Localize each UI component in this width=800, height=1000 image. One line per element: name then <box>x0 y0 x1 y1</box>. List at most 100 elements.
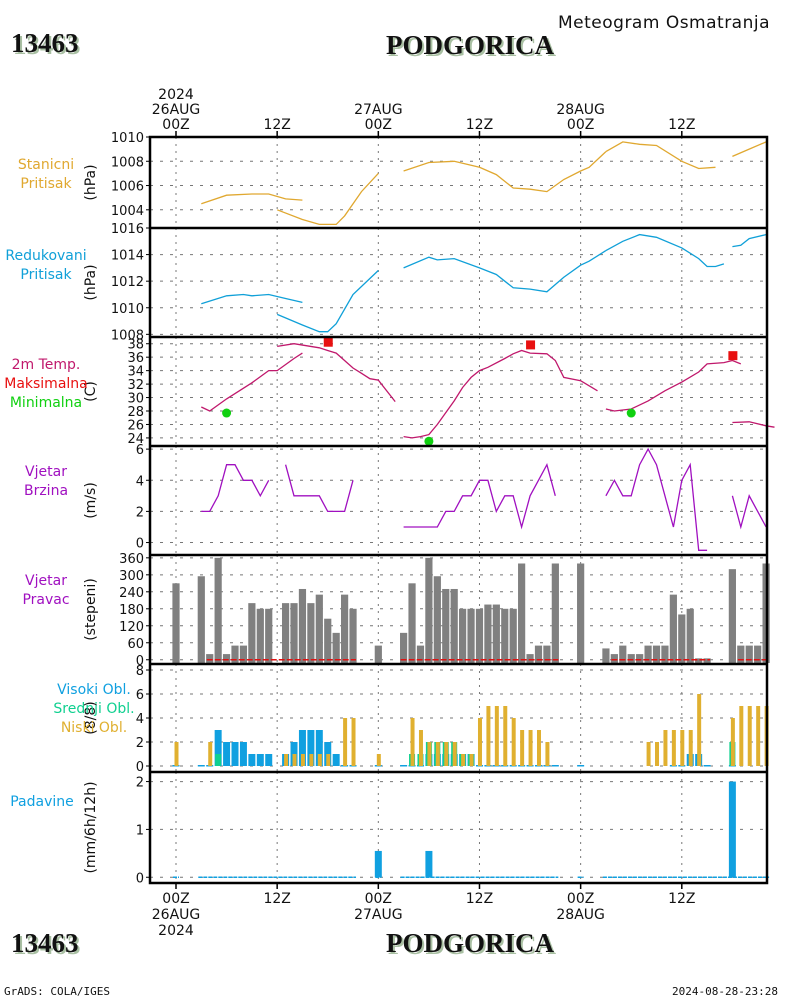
tmin-marker <box>424 436 434 446</box>
cloud-bar-high <box>214 730 222 766</box>
series-line-wind_speed <box>731 494 767 530</box>
cloud-bar-low <box>739 706 744 766</box>
y-tick-label: 8 <box>136 664 144 679</box>
y-axis-label: (mm/6h/12h) <box>83 781 99 873</box>
cloud-bar-low <box>343 718 348 766</box>
cloud-bar-low <box>646 742 651 766</box>
wind-dir-bar <box>332 632 340 663</box>
panel-wind_speed <box>146 446 767 555</box>
wind-dir-bar <box>307 603 315 663</box>
tmax-marker <box>728 351 738 361</box>
wind-dir-bar <box>425 557 433 663</box>
y-tick-label: 1010 <box>111 131 144 146</box>
y-axis-label: (m/s) <box>83 482 99 519</box>
y-tick-label: 1010 <box>111 302 144 317</box>
panel-reduced_pressure <box>146 227 767 337</box>
x-tick-label-bottom: 00Z <box>365 891 392 907</box>
precip-bar <box>425 850 433 878</box>
cloud-bar-high <box>248 754 256 766</box>
tmax-marker <box>323 337 333 347</box>
panel-label: Srednji Obl. <box>53 701 134 717</box>
cloud-bar-high <box>265 754 273 766</box>
cloud-bar-low <box>309 754 314 766</box>
wind-dir-bar <box>450 588 458 663</box>
y-tick-label: 1008 <box>111 328 144 343</box>
tmax-marker <box>526 340 536 350</box>
wind-dir-bar <box>652 645 661 663</box>
cloud-bar-low <box>477 718 482 766</box>
panel-label: Visoki Obl. <box>57 682 131 698</box>
wind-dir-bar <box>695 658 703 663</box>
y-tick-label: 1004 <box>111 204 144 219</box>
y-tick-label: 2 <box>136 776 144 791</box>
panel-label: Minimalna <box>10 395 82 411</box>
station-name-bottom: PODGORICA <box>386 928 554 958</box>
series-line-reduced_pressure <box>605 233 725 268</box>
wind-dir-bar <box>501 608 509 663</box>
cloud-bar-low <box>494 706 499 766</box>
wind-dir-bar <box>728 569 736 663</box>
x-tick-label-top: 00Z <box>567 117 594 133</box>
wind-dir-bar <box>433 576 441 663</box>
cloud-bar-high <box>239 742 247 766</box>
x-tick-label-top: 12Z <box>668 117 695 133</box>
precip-bar <box>728 781 736 878</box>
y-tick-label: 36 <box>127 351 144 366</box>
wind-dir-bar <box>197 576 205 663</box>
cloud-bar-low <box>520 730 525 766</box>
series-line-wind_speed <box>403 462 556 530</box>
y-tick-label: 24 <box>127 432 144 447</box>
wind-dir-bar <box>577 563 585 663</box>
panel-label: 2m Temp. <box>12 357 81 373</box>
x-tick-label-bottom: 2024 <box>158 923 194 939</box>
wind-dir-bar <box>374 645 382 663</box>
cloud-bar-low <box>300 754 305 766</box>
station-name-top: PODGORICA <box>386 30 554 60</box>
wind-dir-bar <box>172 583 180 663</box>
wind-dir-bar <box>408 583 416 663</box>
series-line-reduced_pressure <box>201 293 303 305</box>
cloud-bar-high <box>315 730 323 766</box>
x-tick-label-top: 12Z <box>466 117 493 133</box>
panel-station_pressure <box>146 136 767 228</box>
y-tick-label: 1006 <box>111 180 144 195</box>
panel-temperature <box>146 337 775 446</box>
y-tick-label: 38 <box>127 338 144 353</box>
wind-dir-bar <box>492 604 500 663</box>
cloud-bar-low <box>469 754 474 766</box>
tmin-marker <box>626 408 636 418</box>
x-tick-label-top: 00Z <box>365 117 392 133</box>
y-tick-label: 4 <box>136 474 144 489</box>
y-tick-label: 32 <box>127 378 144 393</box>
cloud-bar-low <box>174 742 179 766</box>
wind-dir-bar <box>281 603 290 663</box>
wind-dir-bar <box>222 654 231 663</box>
cloud-bar-low <box>671 730 676 766</box>
wind-dir-bar <box>703 658 711 663</box>
cloud-bar-low <box>427 742 432 766</box>
precip-bar <box>374 850 382 878</box>
cloud-bar-zero <box>577 765 585 767</box>
cloud-bar-low <box>486 706 491 766</box>
y-tick-label: 1008 <box>111 155 144 170</box>
x-tick-label-bottom: 28AUG <box>556 907 605 923</box>
wind-dir-bar <box>400 632 408 663</box>
panel-label: Maksimalna <box>4 376 88 392</box>
wind-dir-bar <box>231 645 239 663</box>
y-tick-label: 180 <box>119 603 144 618</box>
wind-dir-bar <box>442 588 450 663</box>
credit-text: GrADS: COLA/IGES <box>4 985 110 998</box>
y-tick-label: 26 <box>127 418 144 433</box>
tmin-marker <box>222 408 232 418</box>
wind-dir-bar <box>636 654 644 663</box>
y-tick-label: 34 <box>127 365 144 380</box>
cloud-bar-low <box>655 742 660 766</box>
wind-dir-bar <box>518 563 526 663</box>
series-line-wind_speed <box>284 464 354 513</box>
x-tick-label-bottom: 26AUG <box>152 907 201 923</box>
y-tick-label: 2 <box>136 736 144 751</box>
series-line-station_pressure <box>201 193 303 205</box>
wind-dir-bar <box>526 654 534 663</box>
panel-label: Vjetar <box>25 464 67 480</box>
